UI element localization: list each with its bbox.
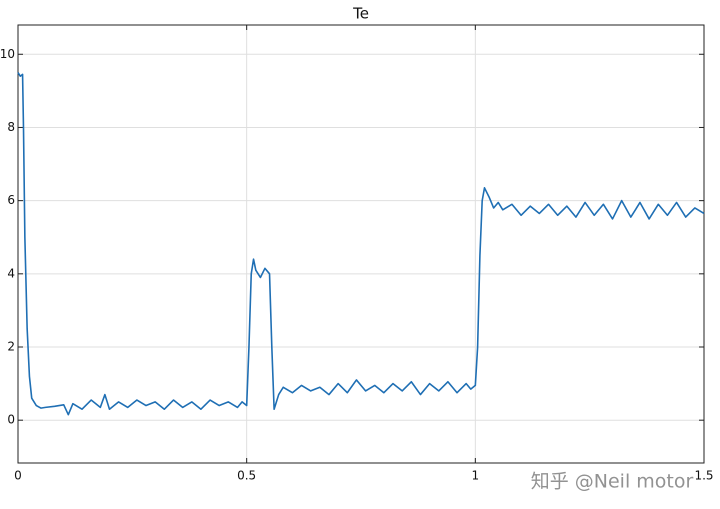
y-tick-label: 4 (7, 266, 15, 280)
x-tick-label: 1 (472, 469, 480, 483)
y-tick-label: 10 (0, 47, 15, 61)
x-tick-label: 0 (14, 469, 22, 483)
y-tick-label: 0 (7, 413, 15, 427)
data-line (17, 72, 705, 416)
x-tick-label: 1.5 (694, 469, 713, 483)
y-tick-label: 2 (7, 340, 15, 354)
x-tick-label: 0.5 (237, 469, 256, 483)
y-tick-label: 6 (7, 193, 15, 207)
chart-title: Te (352, 5, 369, 23)
watermark: 知乎 @Neil motor (531, 471, 694, 493)
y-tick-label: 8 (7, 120, 15, 134)
plot-frame (17, 24, 705, 464)
